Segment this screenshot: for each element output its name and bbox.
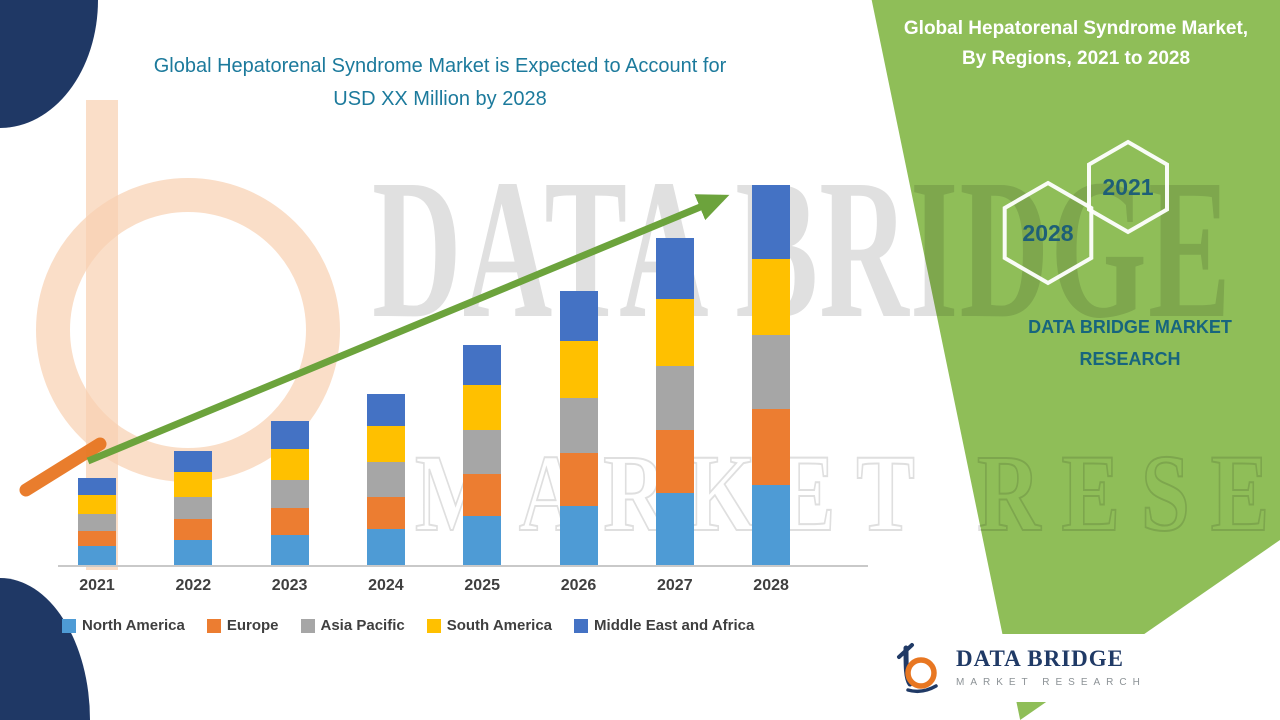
bar-segment [559, 291, 598, 341]
bar-segment [463, 515, 502, 565]
bar-segment [270, 479, 309, 509]
bar-segment [655, 365, 694, 431]
stacked-bar-2023 [270, 420, 309, 565]
bar-segment [270, 449, 309, 480]
stacked-bar-2027 [655, 238, 694, 565]
bar-segment [174, 519, 213, 541]
bar-segment [174, 540, 213, 565]
chart-title-line1: Global Hepatorenal Syndrome Market is Ex… [153, 55, 727, 77]
x-axis-label: 2023 [271, 577, 308, 594]
legend-item: South America [426, 617, 553, 634]
bar-segment [752, 485, 791, 565]
bar-segment [78, 494, 116, 514]
bar-segment [174, 496, 213, 520]
bar-segment [78, 513, 116, 531]
legend-swatch-icon [62, 618, 76, 633]
legend-label: Europe [226, 617, 279, 634]
chart-title-line2: USD XX Million by 2028 [333, 88, 547, 110]
x-axis-label: 2026 [560, 577, 597, 594]
bar-segment [559, 506, 598, 565]
side-panel-heading-line1: Global Hepatorenal Syndrome Market, [903, 18, 1249, 39]
bar-segment [174, 451, 213, 472]
legend-swatch-icon [426, 618, 441, 633]
bar-segment [655, 492, 694, 565]
legend-swatch-icon [206, 618, 221, 633]
side-panel-heading-line2: By Regions, 2021 to 2028 [961, 48, 1191, 70]
bar-segment [78, 530, 116, 546]
stacked-bar-2024 [366, 394, 405, 565]
bar-segment [655, 238, 694, 300]
legend-item: Asia Pacific [300, 617, 405, 634]
bar-segment [270, 420, 309, 450]
bar-segment [366, 462, 405, 497]
legend-item: Middle East and Africa [574, 617, 754, 634]
x-axis-label: 2025 [464, 577, 500, 594]
side-panel-heading: Global Hepatorenal Syndrome Market, By R… [880, 14, 1272, 75]
bar-segment [78, 546, 116, 565]
legend-label: North America [82, 617, 185, 634]
bar-segment [463, 473, 502, 516]
data-bridge-logo: DATA BRIDGE MARKET RESEARCH [884, 634, 1162, 702]
bar-segment [752, 409, 791, 486]
stacked-bar-2028 [752, 185, 791, 565]
bar-segment [655, 299, 694, 366]
bar-segment [752, 335, 791, 410]
chart-title: Global Hepatorenal Syndrome Market is Ex… [70, 50, 810, 116]
stacked-bar-2022 [174, 451, 213, 565]
x-axis-label: 2021 [79, 577, 115, 594]
legend-label: Middle East and Africa [594, 617, 755, 634]
stacked-bar-2021 [78, 477, 116, 565]
legend-swatch-icon [300, 618, 315, 633]
bar-segment [366, 394, 405, 427]
x-axis-label: 2024 [368, 577, 404, 594]
bar-segment [366, 426, 405, 463]
legend-label: Asia Pacific [320, 617, 405, 634]
legend-item: North America [62, 617, 185, 634]
bar-segment [559, 397, 598, 453]
chart-legend: North America Europe Asia Pacific South Ame… [62, 617, 754, 634]
bar-segment [463, 384, 502, 431]
bar-segment [655, 430, 694, 493]
data-bridge-logo-icon [897, 643, 938, 694]
bar-segment [366, 496, 405, 529]
bar-segment [463, 430, 502, 474]
bar-segment [559, 340, 598, 398]
bar-segment [752, 185, 791, 260]
x-axis-label: 2027 [657, 577, 693, 594]
side-panel-brand-line1: DATA BRIDGE MARKET [1028, 317, 1232, 337]
bar-segment [174, 471, 213, 497]
legend-swatch-icon [574, 618, 589, 633]
side-panel-brand: DATA BRIDGE MARKET RESEARCH [990, 312, 1270, 375]
bar-segment [366, 528, 405, 565]
x-axis-label: 2028 [753, 577, 789, 594]
logo-subtitle: MARKET RESEARCH [956, 676, 1146, 688]
bar-segment [463, 344, 502, 385]
data-bridge-logo-text: DATA BRIDGE MARKET RESEARCH [956, 646, 1146, 687]
bar-segment [78, 477, 116, 495]
legend-item: Europe [206, 617, 279, 634]
corner-navy-bottom-left [0, 578, 90, 720]
trend-arrow-line [86, 194, 730, 465]
legend-label: South America [446, 617, 553, 634]
bar-segment [270, 534, 309, 565]
bar-segment [559, 452, 598, 507]
x-axis-label: 2022 [175, 577, 212, 594]
stacked-bar-2025 [463, 344, 502, 565]
side-panel-brand-line2: RESEARCH [1079, 348, 1181, 369]
x-axis-line [58, 565, 868, 567]
logo-name: DATA BRIDGE [956, 646, 1124, 672]
bar-segment [270, 508, 309, 535]
stacked-bar-2026 [559, 291, 598, 565]
bar-segment [752, 259, 791, 336]
